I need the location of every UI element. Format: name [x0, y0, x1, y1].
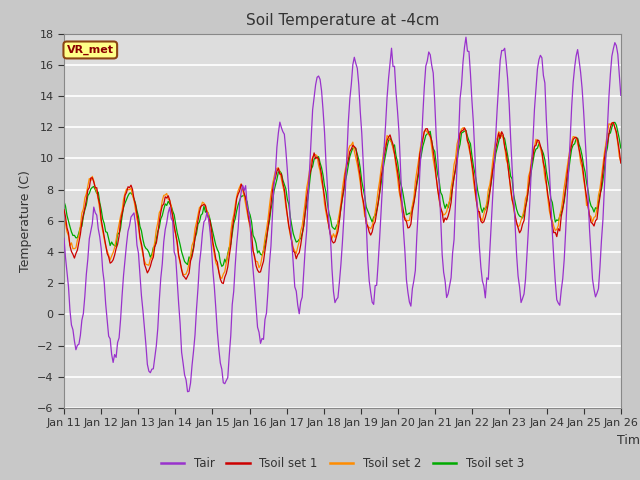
- Tsoil set 3: [240, 192, 248, 197]
- Tsoil set 1: [240, 191, 248, 196]
- Tsoil set 2: [252, 258, 260, 264]
- Line: Tair: Tair: [64, 37, 621, 392]
- Tsoil set 2: [218, 276, 226, 281]
- Tair: [462, 34, 470, 40]
- Line: Tsoil set 3: Tsoil set 3: [64, 122, 621, 266]
- Tsoil set 3: [218, 264, 226, 269]
- Tsoil set 1: [617, 160, 625, 166]
- Tsoil set 3: [252, 240, 260, 246]
- Tsoil set 2: [340, 175, 348, 181]
- Tsoil set 1: [340, 185, 348, 191]
- Tair: [395, 129, 403, 135]
- Line: Tsoil set 1: Tsoil set 1: [64, 122, 621, 284]
- X-axis label: Time: Time: [616, 434, 640, 447]
- Tair: [252, 305, 260, 311]
- Tsoil set 2: [197, 204, 205, 210]
- Tair: [340, 215, 348, 220]
- Tsoil set 1: [197, 204, 205, 209]
- Text: VR_met: VR_met: [67, 45, 114, 55]
- Y-axis label: Temperature (C): Temperature (C): [19, 170, 31, 272]
- Tair: [617, 93, 625, 98]
- Title: Soil Temperature at -4cm: Soil Temperature at -4cm: [246, 13, 439, 28]
- Tair: [198, 230, 206, 236]
- Tsoil set 2: [395, 188, 403, 193]
- Tsoil set 3: [611, 120, 619, 125]
- Tair: [60, 236, 68, 241]
- Tsoil set 1: [220, 281, 227, 287]
- Tair: [184, 389, 191, 395]
- Tsoil set 3: [617, 145, 625, 151]
- Tsoil set 1: [596, 194, 604, 200]
- Tair: [240, 188, 248, 193]
- Tsoil set 1: [60, 207, 68, 213]
- Line: Tsoil set 2: Tsoil set 2: [64, 123, 621, 278]
- Tsoil set 2: [617, 159, 625, 165]
- Tsoil set 2: [60, 211, 68, 216]
- Tsoil set 2: [596, 186, 604, 192]
- Tsoil set 3: [596, 191, 604, 197]
- Tsoil set 2: [240, 193, 248, 199]
- Tsoil set 1: [609, 120, 617, 125]
- Tsoil set 1: [252, 263, 260, 268]
- Tsoil set 3: [395, 169, 403, 175]
- Tsoil set 2: [608, 120, 616, 126]
- Tsoil set 3: [60, 199, 68, 204]
- Tsoil set 3: [197, 212, 205, 218]
- Tair: [598, 238, 605, 243]
- Tsoil set 1: [395, 179, 403, 184]
- Tsoil set 3: [340, 187, 348, 193]
- Legend: Tair, Tsoil set 1, Tsoil set 2, Tsoil set 3: Tair, Tsoil set 1, Tsoil set 2, Tsoil se…: [156, 453, 529, 475]
